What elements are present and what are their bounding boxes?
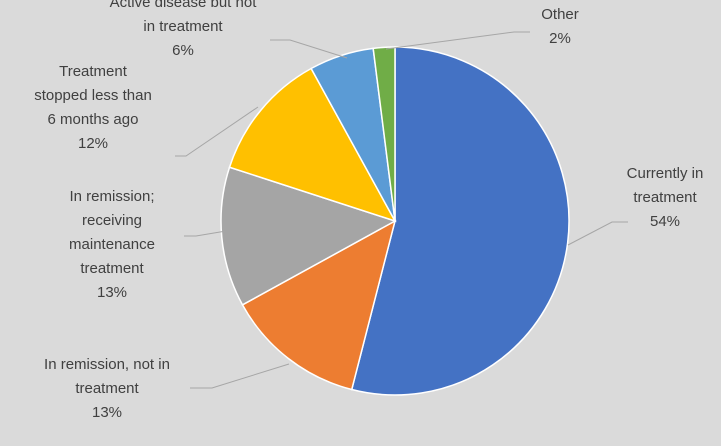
slice-category-label: treatment xyxy=(75,380,139,397)
leader-line xyxy=(184,230,227,237)
slice-category-label: maintenance xyxy=(69,236,155,253)
leader-line xyxy=(270,39,348,59)
leader-line xyxy=(385,31,530,50)
slice-category-label: Active disease but not xyxy=(110,0,258,11)
slice-label: In remission; receiving maintenance treatme… xyxy=(69,188,155,301)
leader-line xyxy=(190,363,290,389)
slice-category-label: 6 months ago xyxy=(48,111,139,128)
data-labels: Currently in treatment 54% In remission, no… xyxy=(34,0,703,421)
slice-percent-label: 54% xyxy=(650,213,680,230)
slice-label: Currently in treatment 54% xyxy=(627,165,704,230)
slice-category-label: treatment xyxy=(80,260,144,277)
slice-category-label: In remission, not in xyxy=(44,356,170,373)
slice-label: Other 2% xyxy=(541,6,579,47)
slice-label: In remission, not in treatment 13% xyxy=(44,356,170,421)
pie-slice xyxy=(350,46,570,396)
leader-lines xyxy=(175,31,628,389)
slice-category-label: stopped less than xyxy=(34,87,152,104)
slice-label: Treatment stopped less than 6 months ago 12… xyxy=(34,63,152,152)
slice-percent-label: 2% xyxy=(549,30,571,47)
pie-slice xyxy=(372,46,396,222)
slice-percent-label: 13% xyxy=(92,404,122,421)
leader-line xyxy=(567,221,628,246)
slice-category-label: receiving xyxy=(82,212,142,229)
pie-slice xyxy=(228,67,397,223)
slice-category-label: in treatment xyxy=(143,18,223,35)
slice-category-label: Treatment xyxy=(59,63,128,80)
slice-category-label: Currently in xyxy=(627,165,704,182)
slice-percent-label: 12% xyxy=(78,135,108,152)
slice-label: Active disease but not in treatment 6% xyxy=(110,0,258,59)
pie-slice xyxy=(220,166,397,306)
slice-category-label: In remission; xyxy=(69,188,154,205)
pie-slice xyxy=(241,219,397,391)
slice-category-label: Other xyxy=(541,6,579,23)
slice-percent-label: 13% xyxy=(97,284,127,301)
leader-line xyxy=(175,106,259,157)
slice-category-label: treatment xyxy=(633,189,697,206)
pie-slices xyxy=(220,46,570,396)
slice-percent-label: 6% xyxy=(172,42,194,59)
